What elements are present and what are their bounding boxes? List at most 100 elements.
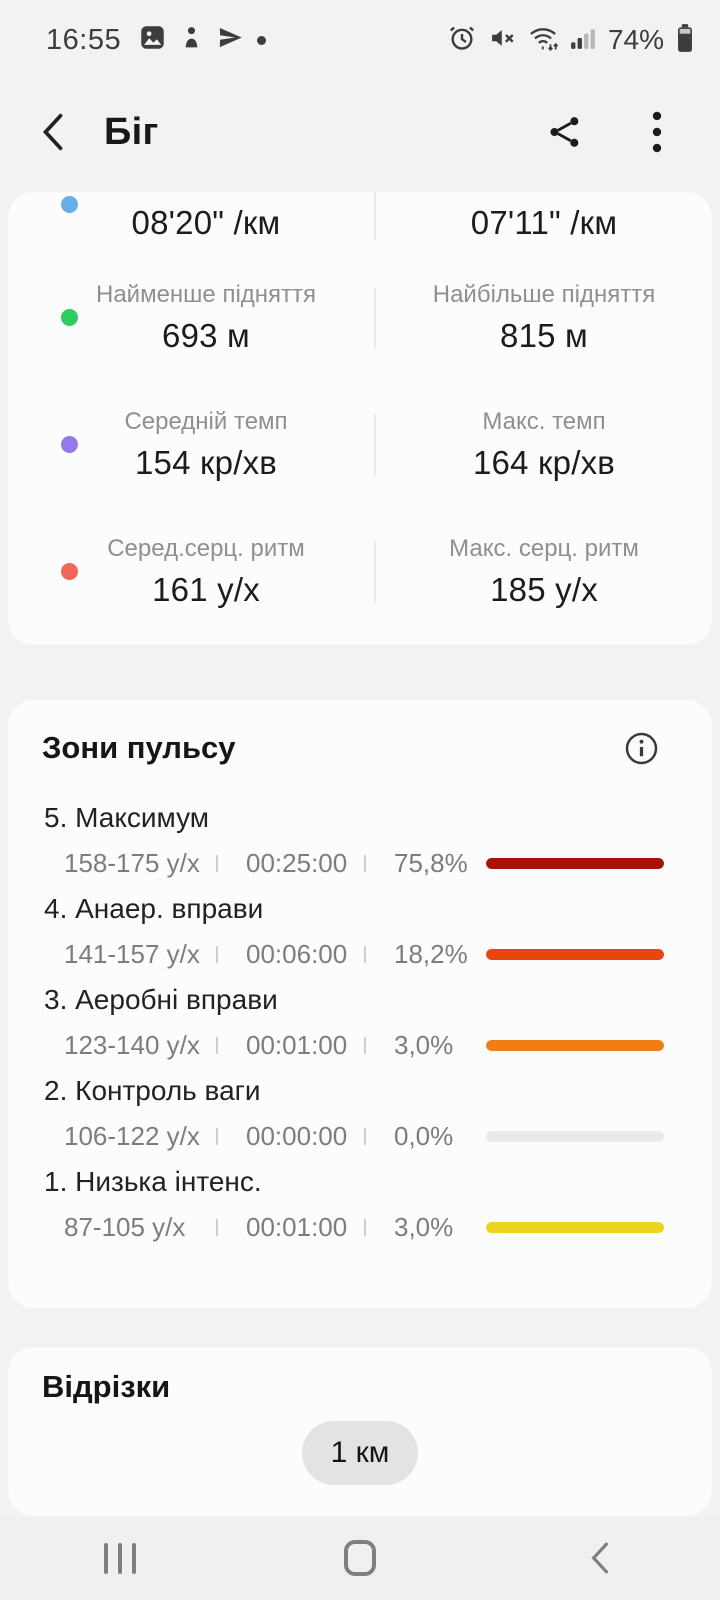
gallery-icon bbox=[139, 24, 166, 56]
page-title: Біг bbox=[104, 110, 159, 153]
wifi-icon bbox=[528, 24, 559, 57]
zone-name: 5. Максимум bbox=[44, 802, 210, 833]
heart-rate-dot bbox=[61, 562, 78, 580]
zones-list: 5. Максимум 158-175 у/х 00:25:00 75,8% 4… bbox=[8, 786, 712, 1245]
status-bar: 16:55 bbox=[0, 0, 720, 80]
avg-cadence-label: Середній темп bbox=[124, 407, 288, 435]
zone-bar-fill bbox=[486, 858, 664, 869]
zones-title: Зони пульсу bbox=[42, 730, 236, 765]
avg-hr-label: Серед.серц. ритм bbox=[107, 534, 305, 562]
alarm-icon bbox=[448, 24, 476, 57]
max-elevation-label: Найбільше підняття bbox=[432, 280, 656, 308]
nav-back-icon bbox=[591, 1542, 608, 1574]
stat-row-cadence: Середній темп 154 кр/хв Макс. темп 164 к… bbox=[8, 381, 712, 508]
zone-row-3: 3. Аеробні вправи 123-140 у/х 00:01:00 3… bbox=[44, 972, 664, 1063]
zone-percent: 0,0% bbox=[394, 1121, 454, 1151]
battery-percent: 74% bbox=[607, 24, 664, 55]
zone-percent: 3,0% bbox=[394, 1030, 454, 1060]
zone-name: 2. Контроль ваги bbox=[44, 1075, 261, 1106]
zone-bar-fill bbox=[486, 949, 664, 960]
kebab-menu-icon bbox=[652, 111, 662, 153]
zone-bar bbox=[486, 949, 664, 960]
segment-unit-button[interactable]: 1 км bbox=[302, 1421, 418, 1485]
zone-bar bbox=[486, 1222, 664, 1233]
zone-name: 4. Анаер. вправи bbox=[44, 893, 264, 924]
divider bbox=[216, 855, 218, 872]
divider bbox=[216, 1128, 218, 1145]
divider bbox=[216, 1219, 218, 1236]
send-icon bbox=[217, 24, 244, 56]
divider bbox=[364, 1128, 366, 1145]
divider bbox=[364, 1219, 366, 1236]
divider bbox=[364, 855, 366, 872]
zone-range: 106-122 у/х bbox=[64, 1121, 200, 1151]
back-button[interactable] bbox=[38, 106, 90, 158]
battery-icon bbox=[676, 23, 694, 58]
home-icon bbox=[344, 1540, 376, 1576]
divider bbox=[374, 413, 376, 476]
mute-icon bbox=[488, 24, 516, 57]
zone-percent: 3,0% bbox=[394, 1212, 454, 1242]
zone-time: 00:01:00 bbox=[246, 1030, 348, 1060]
system-status-icons: 74% bbox=[448, 23, 694, 58]
notification-icons bbox=[139, 24, 267, 56]
more-menu-button[interactable] bbox=[630, 105, 684, 159]
stat-row-pace: 08'20" /км 07'11" /км bbox=[8, 192, 712, 254]
divider bbox=[364, 946, 366, 963]
zone-bar bbox=[486, 1131, 664, 1142]
divider bbox=[374, 286, 376, 349]
zone-range: 158-175 у/х bbox=[64, 848, 200, 878]
min-elevation-value: 693 м bbox=[162, 316, 250, 354]
avg-pace-value: 08'20" /км bbox=[131, 204, 281, 241]
segments-card: Відрізки 1 км bbox=[8, 1347, 712, 1516]
home-button[interactable] bbox=[240, 1540, 480, 1576]
share-button[interactable] bbox=[538, 105, 592, 159]
zone-bar-fill bbox=[486, 1222, 664, 1233]
max-cadence-value: 164 кр/хв bbox=[472, 443, 616, 481]
max-cadence-label: Макс. темп bbox=[482, 407, 606, 435]
zone-percent: 75,8% bbox=[394, 848, 468, 878]
zone-time: 00:01:00 bbox=[246, 1212, 348, 1242]
zone-range: 141-157 у/х bbox=[64, 939, 200, 969]
max-pace-value: 07'11" /км bbox=[470, 204, 618, 241]
zone-time: 00:06:00 bbox=[246, 939, 348, 969]
zone-row-2: 2. Контроль ваги 106-122 у/х 00:00:00 0,… bbox=[44, 1063, 664, 1154]
notification-dot bbox=[257, 35, 267, 45]
zone-name: 3. Аеробні вправи bbox=[44, 984, 278, 1015]
divider bbox=[364, 1037, 366, 1054]
zone-row-4: 4. Анаер. вправи 141-157 у/х 00:06:00 18… bbox=[44, 881, 664, 972]
divider bbox=[216, 1037, 218, 1054]
zone-bar-fill bbox=[486, 1040, 664, 1051]
elevation-dot bbox=[61, 308, 78, 326]
zone-time: 00:25:00 bbox=[246, 848, 348, 878]
max-elevation-value: 815 м bbox=[500, 316, 588, 354]
recents-button[interactable] bbox=[0, 1542, 240, 1574]
pace-dot bbox=[61, 196, 78, 213]
max-hr-label: Макс. серц. ритм bbox=[449, 534, 639, 562]
clock-time: 16:55 bbox=[46, 23, 122, 56]
stat-row-elevation: Найменше підняття 693 м Найбільше піднят… bbox=[8, 254, 712, 381]
app-header: Біг bbox=[0, 80, 720, 184]
info-icon bbox=[625, 732, 657, 764]
zone-range: 87-105 у/х bbox=[64, 1212, 186, 1242]
segments-title: Відрізки bbox=[42, 1369, 171, 1404]
divider bbox=[374, 540, 376, 603]
zone-row-5: 5. Максимум 158-175 у/х 00:25:00 75,8% bbox=[44, 790, 664, 881]
zone-name: 1. Низька інтенс. bbox=[44, 1166, 262, 1197]
zone-bar bbox=[486, 1040, 664, 1051]
heart-rate-zones-card: Зони пульсу 5. Максимум 158-175 у/х 00:2… bbox=[8, 700, 712, 1308]
cadence-dot bbox=[61, 435, 78, 453]
chevron-left-icon bbox=[42, 113, 63, 151]
zones-info-button[interactable] bbox=[614, 721, 668, 775]
nav-back-button[interactable] bbox=[480, 1541, 720, 1575]
stat-row-heart-rate: Серед.серц. ритм 161 у/х Макс. серц. рит… bbox=[8, 508, 712, 635]
zone-time: 00:00:00 bbox=[246, 1121, 348, 1151]
workout-stats-card: 08'20" /км 07'11" /км Найменше підняття … bbox=[8, 192, 712, 645]
recents-icon bbox=[104, 1542, 136, 1574]
divider bbox=[216, 946, 218, 963]
max-hr-value: 185 у/х bbox=[490, 570, 598, 608]
avg-hr-value: 161 у/х bbox=[152, 570, 260, 608]
divider bbox=[374, 192, 376, 240]
signal-icon bbox=[570, 24, 596, 57]
person-icon bbox=[179, 24, 204, 56]
